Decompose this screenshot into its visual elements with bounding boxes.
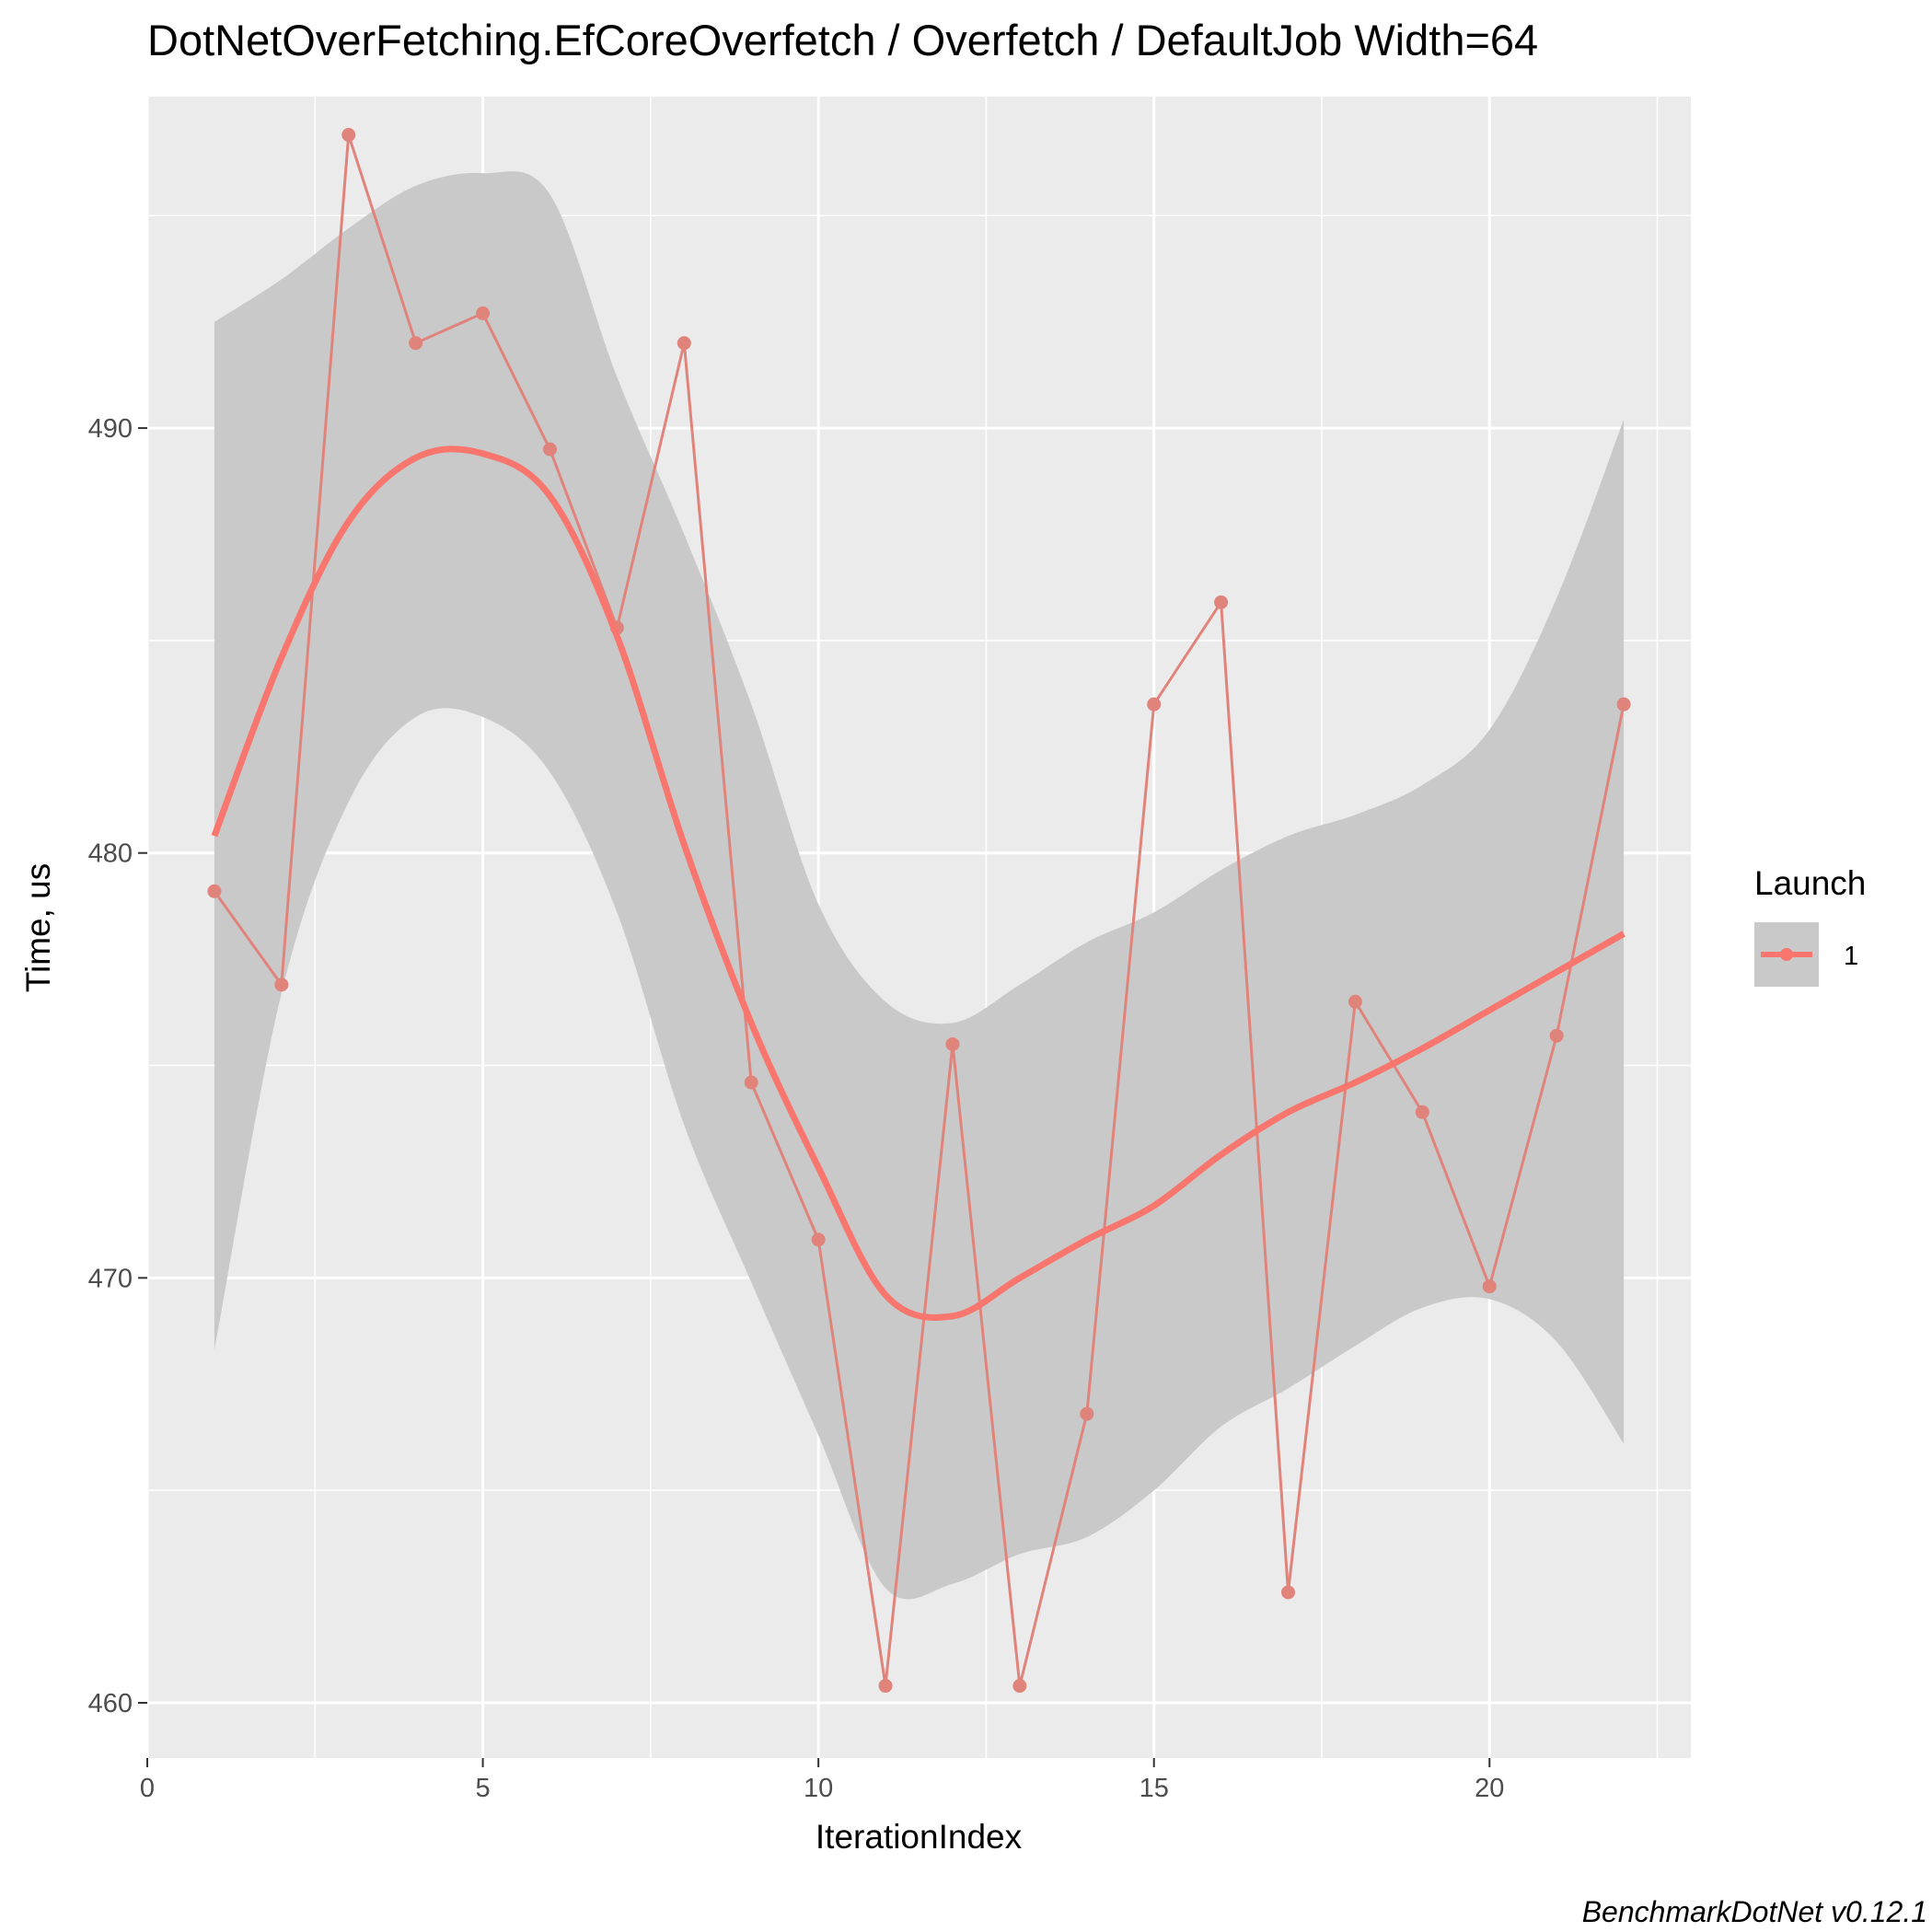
data-point bbox=[207, 884, 222, 898]
smooth-line bbox=[211, 445, 1625, 1321]
data-point bbox=[1147, 697, 1162, 711]
data-point bbox=[744, 1075, 758, 1090]
x-tick-label: 0 bbox=[140, 1774, 155, 1803]
data-point bbox=[1616, 697, 1631, 711]
legend-label: 1 bbox=[1844, 942, 1858, 971]
data-point bbox=[341, 128, 356, 143]
data-point bbox=[1415, 1105, 1429, 1119]
chart-title: DotNetOverFetching.EfCoreOverfetch / Ove… bbox=[147, 16, 1538, 64]
x-tick-label: 20 bbox=[1475, 1774, 1504, 1803]
y-tick-label: 490 bbox=[88, 414, 133, 444]
data-point bbox=[409, 336, 423, 351]
x-axis: 0 5 10 15 20 bbox=[140, 1758, 1504, 1803]
y-axis-title: Time, us bbox=[19, 863, 57, 992]
data-point bbox=[1549, 1028, 1564, 1043]
x-axis-title: IterationIndex bbox=[816, 1818, 1023, 1856]
data-point bbox=[1281, 1585, 1296, 1600]
y-tick-label: 480 bbox=[88, 839, 133, 869]
data-point bbox=[945, 1036, 960, 1051]
caption: BenchmarkDotNet v0.12.1 bbox=[1582, 1895, 1927, 1928]
data-point bbox=[811, 1232, 826, 1247]
legend: Launch 1 bbox=[1754, 864, 1866, 987]
data-point bbox=[1012, 1679, 1027, 1694]
data-points bbox=[207, 128, 1631, 1694]
data-point bbox=[878, 1679, 893, 1694]
y-tick-label: 470 bbox=[88, 1264, 133, 1293]
data-point bbox=[542, 442, 557, 457]
y-tick-label: 460 bbox=[88, 1689, 133, 1718]
data-point bbox=[1482, 1279, 1497, 1294]
y-axis: 460 470 480 490 bbox=[88, 414, 147, 1718]
data-point bbox=[476, 306, 491, 320]
data-point bbox=[1080, 1406, 1094, 1421]
x-tick-label: 5 bbox=[475, 1774, 490, 1803]
data-point bbox=[677, 336, 691, 351]
legend-key-point bbox=[1780, 948, 1793, 961]
series-line bbox=[213, 134, 1625, 1686]
data-point bbox=[1214, 595, 1229, 609]
x-tick-label: 15 bbox=[1140, 1774, 1169, 1803]
legend-title: Launch bbox=[1754, 864, 1866, 902]
data-point bbox=[274, 978, 289, 992]
data-point bbox=[1348, 994, 1362, 1009]
x-tick-label: 10 bbox=[804, 1774, 833, 1803]
